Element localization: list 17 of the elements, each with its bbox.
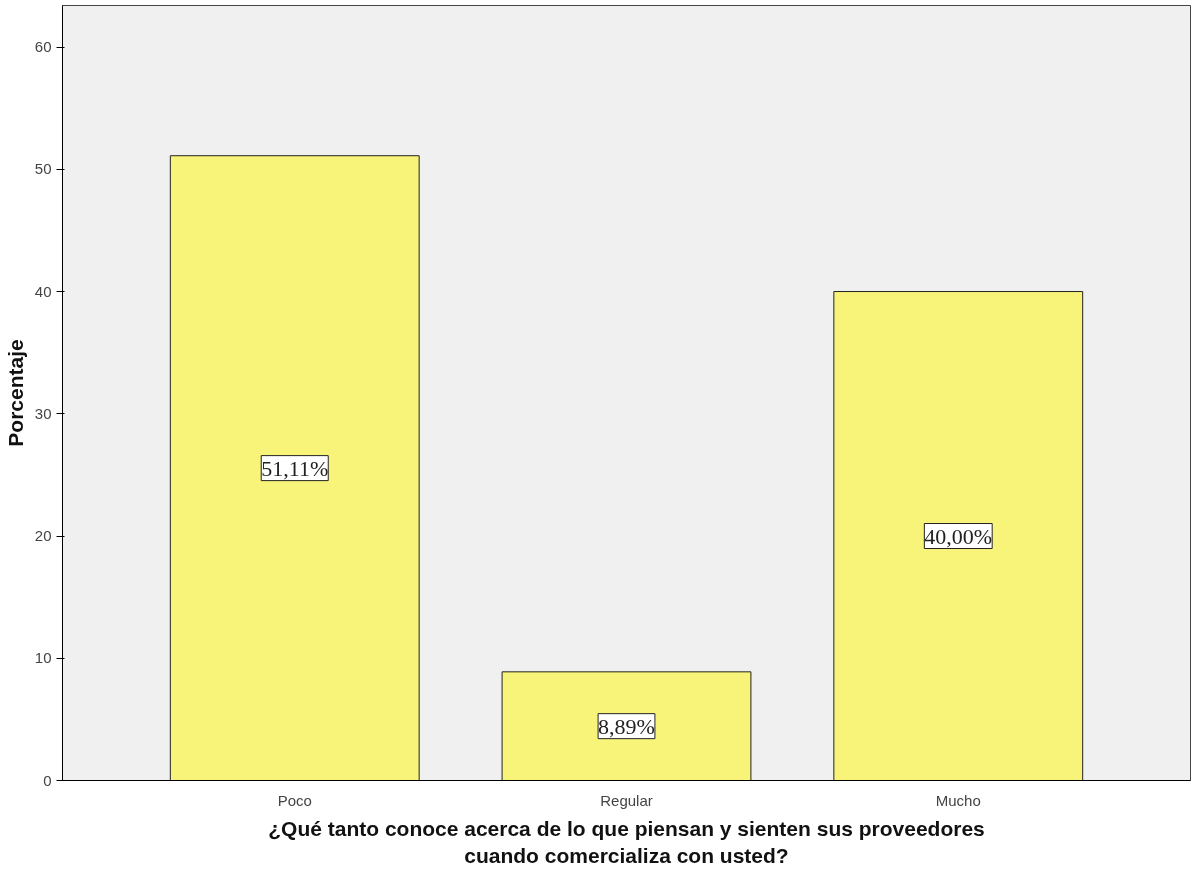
bar (833, 291, 1084, 781)
x-axis-title: ¿Qué tanto conoce acerca de lo que piensan y sienten sus proveedores cuando comercializa con usted? (268, 816, 985, 868)
x-tick-label: Regular (600, 791, 653, 809)
y-axis-title: Porcentaje (3, 339, 27, 447)
bar (501, 671, 752, 781)
data-label: 51,11% (261, 455, 329, 481)
y-tick-label: 50 (34, 160, 52, 178)
x-tick-label: Poco (277, 791, 312, 809)
data-label: 8,89% (598, 713, 655, 739)
y-tick-label: 40 (34, 282, 52, 300)
y-tick-label: 0 (43, 771, 52, 789)
y-tick-label: 30 (34, 404, 52, 422)
y-tick-label: 20 (34, 527, 52, 545)
y-tick-label: 60 (34, 38, 52, 56)
bar (169, 155, 420, 781)
y-tick-label: 10 (34, 649, 52, 667)
x-tick-label: Mucho (935, 791, 981, 809)
